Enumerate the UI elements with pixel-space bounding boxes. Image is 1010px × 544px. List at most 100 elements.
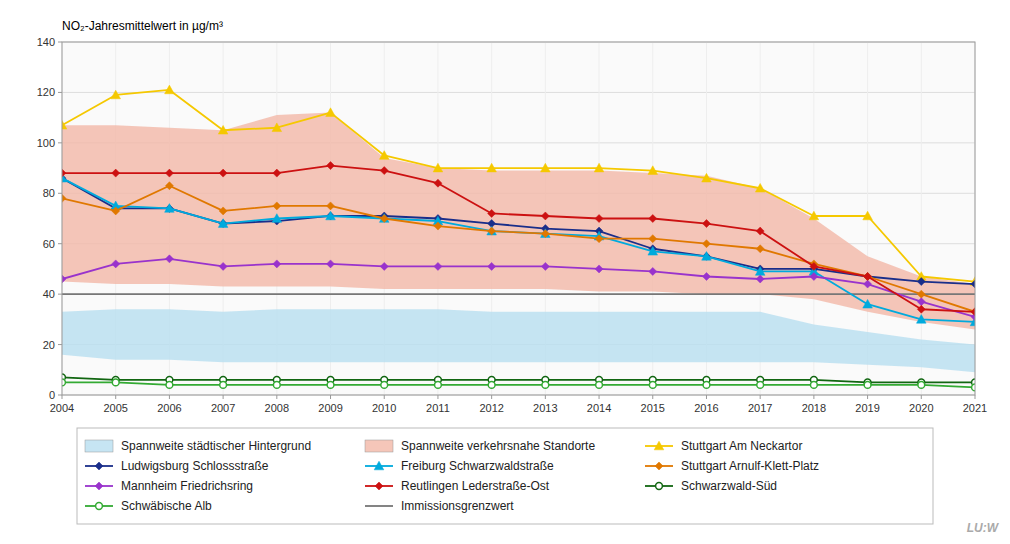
series-marker [810, 382, 817, 389]
series-marker [218, 219, 228, 228]
legend-label: Schwarzwald-Süd [681, 479, 777, 493]
legend-label: Ludwigsburg Schlossstraße [121, 459, 269, 473]
series-marker [541, 262, 549, 270]
series-marker [219, 220, 227, 228]
series-marker [62, 275, 66, 283]
series-marker [165, 182, 173, 190]
series-line [62, 178, 975, 284]
legend-swatch [365, 461, 393, 470]
x-tick-label: 2015 [641, 402, 665, 414]
chart: 0204060801001201402004200520062007200820… [0, 0, 1010, 544]
series-marker [435, 382, 442, 389]
series-marker [218, 125, 228, 134]
x-tick [652, 395, 653, 399]
x-tick [867, 395, 868, 399]
legend-label: Reutlingen Lederstraße-Ost [401, 479, 550, 493]
legend-swatch [645, 462, 673, 470]
series-marker [62, 379, 65, 386]
x-tick-label: 2017 [748, 402, 772, 414]
series-marker [541, 229, 551, 238]
legend-label: Stuttgart Am Neckartor [681, 439, 802, 453]
series-marker [864, 272, 872, 280]
y-tick [58, 92, 62, 93]
series-marker [703, 382, 710, 389]
series-marker [327, 212, 335, 220]
series-line [62, 382, 975, 387]
x-tick [62, 395, 63, 399]
series-line [62, 166, 975, 312]
series-line-group [62, 85, 975, 285]
legend-swatch-marker [95, 482, 103, 490]
series-marker [541, 163, 551, 172]
series-marker [649, 235, 657, 243]
grid-line-y [62, 294, 975, 295]
series-marker [273, 382, 280, 389]
axes: 0204060801001201402004200520062007200820… [37, 36, 988, 414]
legend-swatch [365, 506, 393, 507]
legend-swatch-marker [95, 462, 103, 470]
series-marker [327, 382, 334, 389]
legend: Spannweite städtischer Hintergrund Spannw… [77, 428, 933, 524]
series-marker [702, 240, 710, 248]
series-marker [649, 382, 656, 389]
x-tick-label: 2011 [426, 402, 450, 414]
series-marker [702, 252, 712, 261]
series-marker [809, 211, 819, 220]
series-marker [702, 272, 710, 280]
y-axis-label: NO₂-Jahresmittelwert in µg/m³ [62, 19, 223, 33]
series-marker [594, 163, 604, 172]
legend-label: Spannweite verkehrsnahe Standorte [401, 439, 595, 453]
x-tick-label: 2018 [802, 402, 826, 414]
series-marker [327, 260, 335, 268]
series-marker [273, 202, 281, 210]
series-marker [165, 169, 173, 177]
series-marker [541, 212, 549, 220]
x-tick-label: 2006 [157, 402, 181, 414]
limit-line [62, 293, 975, 295]
series-marker [165, 85, 175, 94]
series-marker [917, 278, 925, 286]
legend-label: Schwäbische Alb [121, 499, 212, 513]
legend-swatch-marker [375, 482, 383, 490]
series-marker [702, 220, 710, 228]
series-marker [433, 163, 443, 172]
grid-line-y [62, 92, 975, 93]
x-tick-label: 2019 [855, 402, 879, 414]
series-marker [649, 267, 657, 275]
series-marker [541, 230, 549, 238]
plot-background [62, 42, 975, 395]
series-marker [434, 262, 442, 270]
x-tick-label: 2016 [694, 402, 718, 414]
series-marker [595, 265, 603, 273]
series-marker [488, 382, 495, 389]
series-marker [380, 167, 388, 175]
series-marker [864, 382, 871, 389]
x-tick-label: 2021 [963, 402, 987, 414]
x-tick-label: 2009 [318, 402, 342, 414]
legend-swatch-line [365, 505, 393, 507]
series-marker [327, 202, 335, 210]
y-tick [58, 294, 62, 295]
x-tick [706, 395, 707, 399]
series-marker [379, 214, 389, 223]
series-marker [273, 169, 281, 177]
series-marker [488, 209, 496, 217]
series-marker [379, 151, 389, 160]
legend-label: Spannweite städtischer Hintergrund [121, 439, 311, 453]
x-tick [115, 395, 116, 399]
series-marker [487, 226, 497, 235]
x-tick [599, 395, 600, 399]
series-marker [488, 227, 496, 235]
series-marker [756, 227, 764, 235]
series-marker [434, 179, 442, 187]
y-tick [58, 344, 62, 345]
y-tick-label: 0 [49, 389, 55, 401]
legend-label: Stuttgart Arnulf-Klett-Platz [681, 459, 819, 473]
x-tick [384, 395, 385, 399]
x-tick [760, 395, 761, 399]
series-marker [756, 245, 764, 253]
x-tick [330, 395, 331, 399]
chart-container: 0204060801001201402004200520062007200820… [0, 0, 1010, 544]
series-line-group [62, 255, 975, 321]
series-line [62, 377, 975, 382]
